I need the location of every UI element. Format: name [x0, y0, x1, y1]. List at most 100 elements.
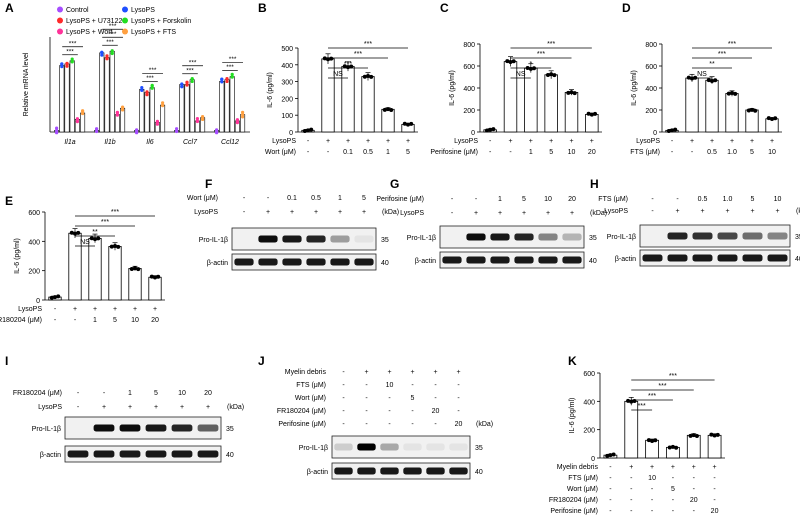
y-tick-label: 500 [281, 46, 293, 53]
data-point [149, 274, 154, 279]
condition-value: + [314, 209, 318, 216]
condition-value: 5 [751, 196, 755, 203]
significance-label: *** [547, 41, 555, 48]
y-tick-label: 0 [591, 456, 595, 463]
data-point [569, 90, 574, 95]
condition-value: - [74, 317, 77, 324]
significance-label: *** [354, 51, 362, 58]
blot-band [538, 233, 558, 241]
data-point [488, 127, 493, 132]
condition-value: - [411, 421, 414, 428]
blot-band [449, 467, 468, 475]
data-point [670, 128, 674, 133]
blot-band [380, 467, 399, 475]
blot-band [197, 450, 219, 458]
significance-label: *** [226, 64, 234, 71]
bar [189, 79, 195, 133]
blot-membrane [331, 462, 471, 480]
x-tick-label: Ccl12 [221, 139, 239, 146]
kda-header: (kDa) [227, 404, 244, 411]
significance-label: *** [638, 403, 646, 410]
condition-value: + [387, 369, 391, 376]
data-point [342, 64, 347, 69]
condition-value: - [365, 382, 368, 389]
condition-value: + [73, 306, 77, 313]
condition-value: - [342, 395, 345, 402]
data-point [89, 236, 94, 241]
condition-value: - [630, 508, 633, 515]
y-tick-label: 400 [583, 399, 595, 406]
blot-band [466, 233, 486, 241]
blot-g: Perifosine (μM) - - 1 5 10 20 LysoPS - + + + + + (kDa)… [376, 196, 607, 269]
data-point [674, 445, 679, 450]
blot-band [306, 258, 326, 266]
data-point [156, 274, 161, 279]
condition-label: Wort (μM) [295, 395, 326, 402]
data-point [155, 122, 159, 126]
condition-value: + [133, 306, 137, 313]
significance-label: *** [111, 209, 119, 216]
data-point [572, 91, 577, 96]
condition-value: + [154, 404, 158, 411]
data-point [406, 122, 410, 127]
condition-value: - [630, 497, 633, 504]
y-tick-label: 400 [463, 86, 475, 93]
panel-letter-b: B [258, 1, 267, 15]
y-axis-label: IL-6 (pg/ml) [569, 398, 576, 434]
data-point [673, 127, 678, 132]
condition-value: + [650, 464, 654, 471]
condition-value: + [700, 208, 704, 215]
condition-value: - [713, 475, 716, 482]
data-point [135, 128, 139, 133]
condition-label: LysoPS [400, 210, 424, 217]
data-point [750, 107, 754, 112]
condition-label: FR180204 (μM) [13, 390, 62, 397]
data-point [230, 72, 234, 76]
bar [80, 112, 86, 133]
blot-band [466, 256, 486, 264]
data-point [60, 62, 64, 66]
blot-f: Wort (μM) - - 0.1 0.5 1 5 LysoPS - + + + + + (kDa) Pro-… [187, 195, 399, 271]
condition-value: 1.0 [723, 196, 733, 203]
kda-header: (kDa) [382, 209, 399, 216]
data-point [766, 116, 771, 121]
blot-membrane [231, 227, 377, 251]
condition-label: FR180204 (μM) [0, 317, 42, 324]
bar [219, 81, 225, 133]
kda-marker: 40 [475, 469, 483, 476]
y-axis-label: IL-6 (pg/ml) [449, 70, 456, 106]
significance-label: * [529, 61, 532, 68]
x-tick-label: Il6 [146, 139, 154, 146]
significance-label: *** [669, 373, 677, 380]
condition-value: - [457, 408, 460, 415]
condition-value: + [113, 306, 117, 313]
significance-label: *** [718, 51, 726, 58]
condition-value: - [365, 395, 368, 402]
bar [686, 434, 701, 459]
data-point [230, 75, 234, 79]
blot-band [667, 232, 688, 240]
condition-value: - [451, 210, 454, 217]
legend-label: Control [66, 7, 89, 14]
condition-value: 0.5 [707, 149, 717, 156]
condition-value: 20 [204, 390, 212, 397]
condition-value: - [342, 421, 345, 428]
kda-marker: 35 [475, 445, 483, 452]
blot-band [767, 232, 788, 240]
kda-header: (kDa) [590, 210, 607, 217]
condition-value: + [529, 138, 533, 145]
condition-value: - [54, 306, 57, 313]
condition-value: - [489, 138, 492, 145]
bar [104, 57, 110, 133]
data-point [175, 129, 179, 134]
bar [707, 434, 722, 459]
legend-marker [122, 6, 128, 13]
data-point [302, 128, 307, 133]
condition-value: - [457, 395, 460, 402]
significance-label: *** [109, 31, 117, 38]
condition-value: + [456, 369, 460, 376]
data-point [549, 72, 554, 77]
significance-label: *** [648, 393, 656, 400]
condition-value: - [307, 149, 310, 156]
